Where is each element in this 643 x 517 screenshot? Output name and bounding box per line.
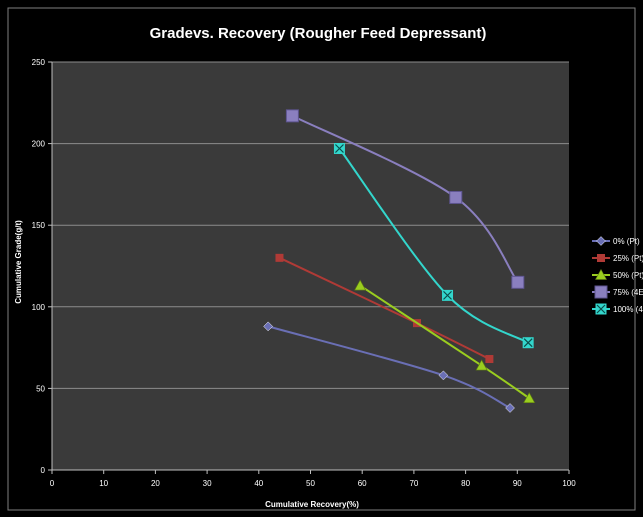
x-tick-label: 0 xyxy=(50,479,55,488)
x-tick-label: 20 xyxy=(151,479,160,488)
data-point xyxy=(438,370,449,381)
series-line xyxy=(338,147,529,344)
square-marker xyxy=(594,285,608,299)
x-tick-label: 60 xyxy=(358,479,367,488)
legend: 0% (Pt) 25% (Pt) 50% (Pt) 75% (4E 100% (4 xyxy=(592,236,643,315)
data-point xyxy=(285,109,299,123)
triangle-marker xyxy=(523,392,536,403)
diamond-marker xyxy=(505,403,515,413)
y-tick-label: 50 xyxy=(36,384,45,393)
y-tick-label: 200 xyxy=(32,140,46,149)
legend-marker xyxy=(594,268,608,280)
data-point xyxy=(263,321,273,332)
diamond-marker xyxy=(596,236,606,246)
x-tick-label: 90 xyxy=(513,479,522,488)
data-point xyxy=(505,403,515,413)
axes: 0 50 100 150 200 250 0 10 20 30 40 50 60 70 80 90 100 xyxy=(32,58,577,488)
x-tick-label: 100 xyxy=(562,479,576,488)
legend-label: 75% (4E xyxy=(613,288,643,297)
legend-label: 100% (4 xyxy=(613,305,643,314)
y-axis-title: Cumulative Grade(g/t) xyxy=(14,220,23,304)
legend-marker xyxy=(596,236,606,246)
data-point xyxy=(523,392,536,403)
legend-label: 50% (Pt) xyxy=(613,271,643,280)
y-tick-label: 0 xyxy=(41,466,46,475)
y-tick-label: 100 xyxy=(32,303,46,312)
data-point xyxy=(522,337,534,349)
data-point xyxy=(275,253,284,262)
square-marker xyxy=(597,254,605,262)
square-marker xyxy=(449,190,463,204)
data-point xyxy=(442,289,454,301)
x-axis-title: Cumulative Recovery(%) xyxy=(265,500,359,509)
x-mark xyxy=(523,338,533,348)
y-tick-label: 150 xyxy=(32,221,46,230)
chart-title: Gradevs. Recovery (Rougher Feed Depressa… xyxy=(150,25,487,42)
series-1 xyxy=(263,321,515,413)
square-marker xyxy=(511,275,525,289)
x-tick-label: 50 xyxy=(306,479,315,488)
legend-entry: 25% (Pt) xyxy=(592,254,643,263)
series-line xyxy=(279,256,490,360)
square-marker xyxy=(485,355,494,364)
x-tick-label: 70 xyxy=(409,479,418,488)
data-point xyxy=(354,279,367,291)
series-4 xyxy=(285,109,525,289)
data-point xyxy=(475,359,488,371)
legend-marker xyxy=(597,254,605,262)
data-point xyxy=(449,190,463,204)
series-line xyxy=(359,284,530,400)
data-point xyxy=(333,142,345,154)
square-marker xyxy=(275,253,284,262)
legend-entry: 100% (4 xyxy=(592,303,643,315)
legend-marker xyxy=(594,285,608,299)
data-point xyxy=(485,355,494,364)
x-mark xyxy=(443,290,452,300)
diamond-marker xyxy=(263,321,273,332)
series-3 xyxy=(354,279,536,403)
x-mark xyxy=(596,304,606,314)
legend-entry: 0% (Pt) xyxy=(592,236,640,246)
x-mark xyxy=(335,144,344,153)
triangle-marker xyxy=(354,279,367,291)
plot-area xyxy=(52,62,569,470)
series-5 xyxy=(333,142,534,349)
triangle-marker xyxy=(594,268,608,280)
diamond-marker xyxy=(438,370,449,381)
chart-frame xyxy=(7,7,636,511)
square-marker xyxy=(285,109,299,123)
x-tick-label: 30 xyxy=(203,479,212,488)
x-tick-label: 80 xyxy=(461,479,470,488)
legend-marker xyxy=(595,303,607,315)
series-layer xyxy=(263,109,536,413)
data-point xyxy=(511,275,525,289)
y-tick-label: 250 xyxy=(32,58,46,67)
series-line xyxy=(267,325,511,409)
legend-entry: 75% (4E xyxy=(592,285,643,299)
triangle-marker xyxy=(475,359,488,371)
x-tick-label: 40 xyxy=(254,479,263,488)
legend-label: 25% (Pt) xyxy=(613,254,643,263)
x-tick-label: 10 xyxy=(99,479,108,488)
legend-entry: 50% (Pt) xyxy=(592,268,643,280)
legend-label: 0% (Pt) xyxy=(613,237,640,246)
